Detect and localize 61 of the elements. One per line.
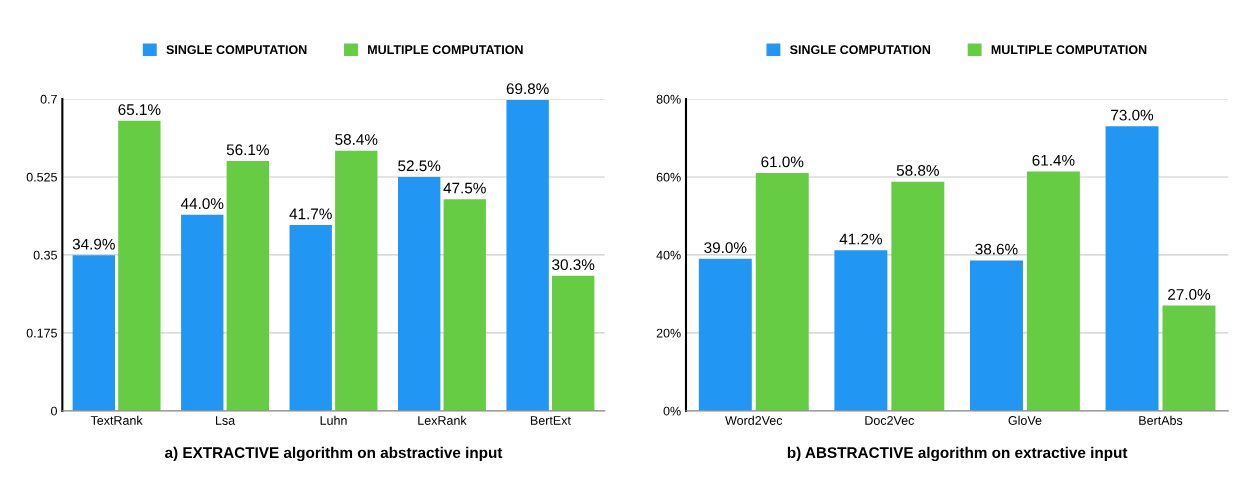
bar [1105, 126, 1159, 411]
bar [698, 258, 752, 411]
legend-label: SINGLE COMPUTATION [166, 45, 307, 55]
x-tick-label: GloVe [1008, 415, 1042, 425]
data-label: 73.0% [1111, 109, 1154, 121]
data-label: 38.6% [975, 243, 1018, 255]
data-label: 47.5% [443, 182, 486, 194]
bar [891, 181, 945, 411]
y-tick-label: 80% [656, 94, 681, 104]
x-axis-title: a) EXTRACTIVE algorithm on abstractive input [165, 446, 503, 462]
bar [834, 250, 888, 411]
data-label: 58.8% [896, 165, 939, 176]
bar [398, 176, 441, 411]
legend-label: MULTIPLE COMPUTATION [991, 45, 1147, 55]
bar [1026, 171, 1080, 411]
data-label: 69.8% [506, 83, 549, 95]
y-tick-label: 60% [656, 172, 681, 182]
y-tick-label: 0.7 [40, 94, 57, 104]
x-tick-label: TextRank [90, 415, 143, 425]
y-tick-label: 20% [656, 328, 681, 338]
data-label: 44.0% [180, 198, 224, 210]
legend-label: SINGLE COMPUTATION [790, 45, 931, 55]
data-label: 52.5% [398, 160, 441, 172]
y-tick-label: 0% [663, 406, 681, 416]
bar [969, 260, 1023, 411]
bar [118, 120, 161, 411]
bar [335, 150, 378, 411]
y-tick-label: 0.525 [26, 172, 57, 182]
y-tick-label: 40% [656, 250, 681, 260]
bar [289, 225, 332, 411]
data-label: 61.4% [1032, 154, 1075, 166]
bar [552, 275, 595, 411]
x-tick-label: BertExt [530, 416, 571, 425]
data-label: 27.0% [1168, 288, 1211, 300]
data-label: 34.9% [72, 238, 115, 250]
x-tick-label: Doc2Vec [865, 416, 915, 425]
x-tick-label: Luhn [320, 415, 347, 425]
data-label: 39.0% [704, 242, 747, 254]
data-label: 41.7% [289, 208, 332, 220]
bar [506, 99, 549, 411]
bar [226, 160, 269, 411]
data-label: 65.1% [118, 104, 161, 116]
legend-label: MULTIPLE COMPUTATION [368, 45, 523, 55]
data-label: 41.2% [839, 233, 882, 245]
data-label: 61.0% [761, 156, 804, 168]
bar [1162, 305, 1216, 411]
bar [443, 199, 486, 411]
x-axis-title: b) ABSTRACTIVE algorithm on extractive input [787, 446, 1128, 462]
data-label: 30.3% [552, 259, 595, 271]
data-label: 56.1% [226, 144, 269, 156]
bar [72, 255, 115, 411]
y-tick-label: 0 [51, 406, 57, 416]
x-tick-label: Lsa [215, 416, 236, 425]
y-tick-label: 0.35 [33, 250, 57, 260]
x-tick-label: BertAbs [1139, 415, 1183, 425]
x-tick-label: Word2Vec [725, 415, 783, 425]
x-tick-label: LexRank [418, 415, 467, 425]
bar [181, 214, 224, 411]
data-label: 58.4% [335, 134, 378, 145]
bar [755, 173, 809, 411]
y-tick-label: 0.175 [26, 328, 57, 338]
